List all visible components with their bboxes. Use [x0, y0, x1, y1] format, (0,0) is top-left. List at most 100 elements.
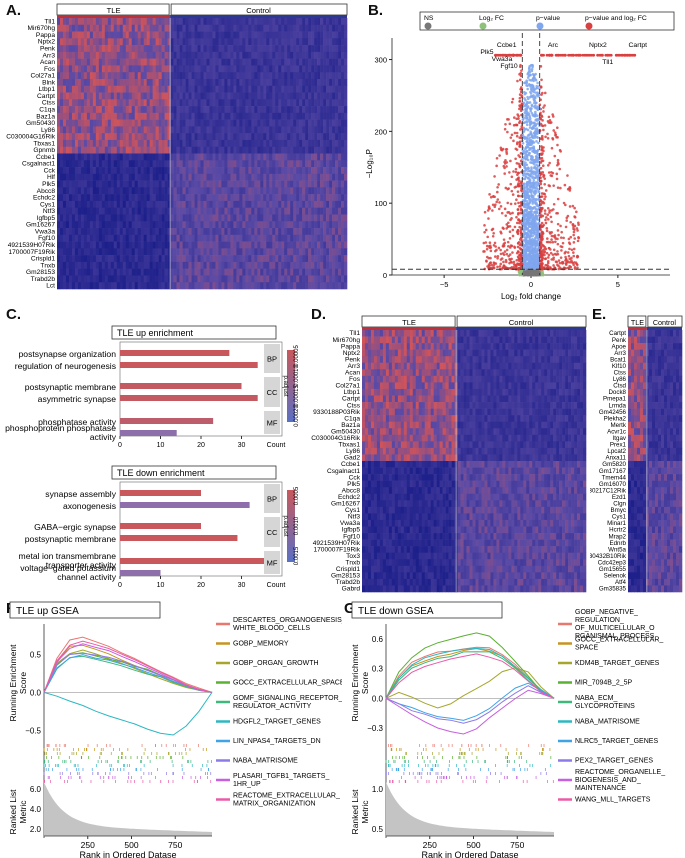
heat-cell — [275, 160, 279, 168]
heat-cell — [284, 92, 288, 100]
heat-cell — [143, 119, 147, 127]
heat-cell — [332, 72, 336, 80]
heat-cell — [248, 248, 252, 256]
heat-cell — [74, 24, 79, 32]
heat-cell — [57, 38, 61, 46]
heat-cell — [230, 92, 234, 100]
heat-cell — [218, 160, 222, 168]
heat-cell — [59, 214, 64, 222]
heat-cell — [149, 241, 153, 249]
heat-cell — [57, 194, 61, 202]
heat-cell — [146, 234, 150, 242]
heat-cell — [341, 112, 345, 120]
heat-cell — [272, 119, 276, 127]
heat-cell — [68, 187, 73, 195]
heat-cell — [149, 160, 153, 168]
heat-cell — [323, 167, 327, 175]
heat-cell — [125, 275, 130, 283]
gene-label: 1700007F19Rik — [8, 249, 55, 256]
heat-cell — [338, 38, 342, 46]
heat-cell — [125, 45, 130, 53]
heat-cell — [239, 78, 243, 87]
heat-cell — [134, 58, 139, 66]
heat-cell — [57, 167, 61, 175]
heat-cell — [137, 18, 142, 26]
volcano-point — [515, 221, 519, 225]
heat-cell — [65, 214, 70, 222]
heat-cell — [77, 92, 82, 100]
heat-cell — [203, 153, 207, 161]
heat-cell — [119, 58, 124, 66]
heat-cell — [260, 255, 264, 263]
heat-cell — [161, 133, 165, 141]
heat-cell — [140, 78, 145, 87]
heat-cell — [164, 180, 168, 188]
heat-cell — [314, 119, 318, 127]
heat-cell — [152, 139, 156, 148]
heat-cell — [185, 282, 189, 290]
heat-cell — [287, 173, 291, 181]
heat-cell — [275, 106, 279, 114]
gene-label: Plk5 — [42, 181, 55, 188]
heat-cell — [320, 112, 324, 120]
heat-cell — [236, 248, 240, 256]
heat-cell — [215, 119, 219, 127]
heat-cell — [338, 200, 342, 208]
heat-cell — [173, 24, 177, 32]
heat-cell — [74, 38, 79, 46]
heat-cell — [314, 167, 318, 175]
heat-cell — [89, 194, 94, 202]
heat-cell — [170, 153, 174, 161]
heat-cell — [344, 99, 348, 107]
heat-cell — [299, 207, 303, 215]
heat-cell — [131, 241, 136, 249]
heat-cell — [57, 268, 61, 276]
heat-cell — [296, 99, 300, 107]
heat-cell — [140, 167, 145, 175]
heat-cell — [140, 18, 145, 26]
heat-cell — [308, 248, 312, 256]
heat-cell — [80, 38, 85, 46]
heat-cell — [284, 187, 288, 195]
heat-cell — [146, 261, 150, 269]
gene-label: Ctss — [42, 100, 56, 107]
heat-cell — [77, 200, 82, 208]
heat-cell — [308, 51, 312, 59]
heat-cell — [200, 58, 204, 66]
heat-cell — [128, 207, 133, 215]
heat-cell — [326, 241, 330, 249]
heat-cell — [143, 275, 147, 283]
heat-cell — [188, 268, 192, 276]
heat-cell — [260, 173, 264, 181]
heat-cell — [98, 241, 103, 249]
heat-cell — [98, 24, 103, 32]
heat-cell — [341, 214, 345, 222]
heat-cell — [257, 58, 261, 66]
heat-cell — [311, 160, 315, 168]
heat-cell — [92, 200, 97, 208]
heat-cell — [167, 200, 171, 208]
heat-cell — [275, 214, 279, 222]
heat-cell — [167, 18, 171, 26]
heat-cell — [74, 275, 79, 283]
volcano-point — [535, 132, 539, 135]
heat-cell — [173, 248, 177, 256]
gene-label: Baz1a — [36, 113, 55, 120]
heat-cell — [173, 139, 177, 148]
heat-cell — [62, 146, 67, 154]
heat-cell — [215, 31, 219, 39]
heat-cell — [131, 139, 136, 148]
heat-cell — [266, 173, 270, 181]
heat-cell — [230, 99, 234, 107]
x-tick-label: 5 — [616, 280, 620, 289]
heat-cell — [212, 275, 216, 283]
heat-cell — [239, 112, 243, 120]
heat-cell — [104, 51, 109, 59]
heat-cell — [119, 85, 124, 93]
heat-cell — [119, 106, 124, 114]
heat-cell — [344, 180, 348, 188]
heat-cell — [113, 31, 118, 39]
heat-cell — [167, 255, 171, 263]
heat-cell — [293, 261, 297, 269]
heat-cell — [296, 167, 300, 175]
